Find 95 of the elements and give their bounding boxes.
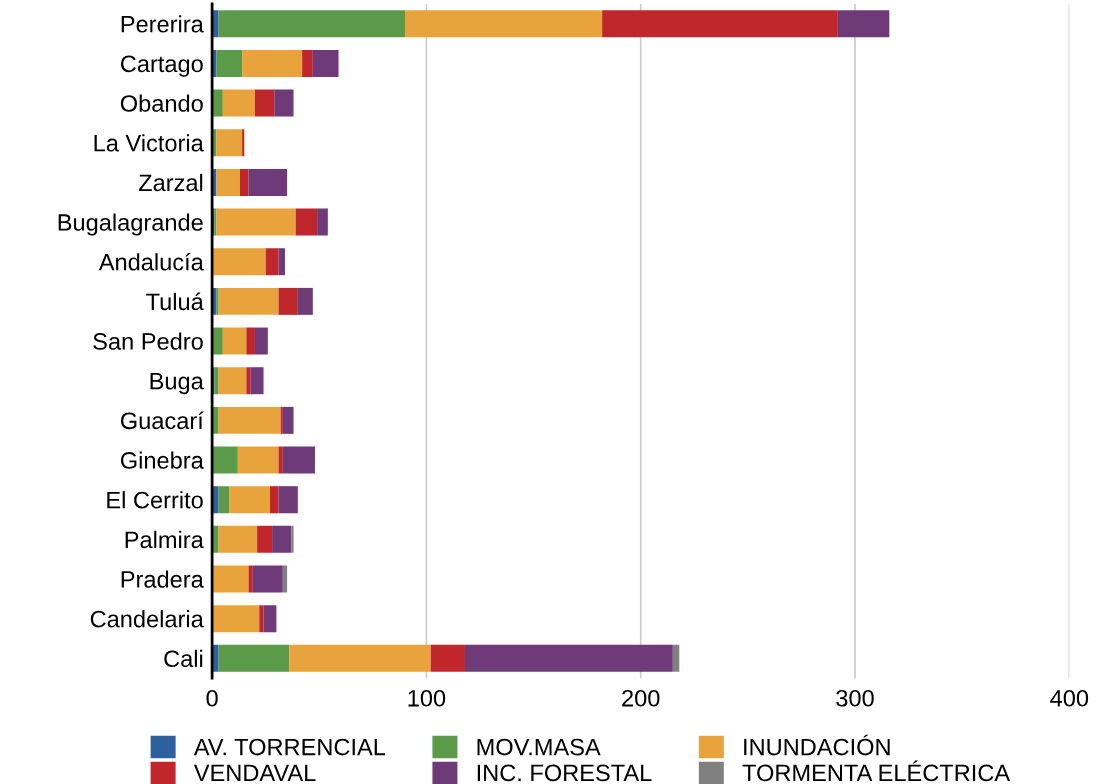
bar [404,10,603,38]
legend-label: TORMENTA ELÉCTRICA [742,760,1011,782]
y-tick-label: Obando [120,94,203,112]
bar [218,10,405,38]
legend-label: AV. TORRENCIAL [193,738,386,756]
bar [274,89,294,117]
bar [212,248,266,276]
bar [237,446,279,474]
bar [257,525,273,553]
x-tick-label: 200 [622,689,660,707]
y-tick-label: Zarzal [138,173,203,192]
bar [218,367,247,395]
bar [212,525,219,553]
bar [248,565,253,593]
bar [263,605,277,633]
bar [297,287,313,315]
bar [291,525,294,553]
bar [212,605,260,633]
bar [216,168,240,196]
bar [265,248,279,276]
bar [222,89,255,117]
bar [212,446,238,474]
y-tick-label: Guacarí [120,411,204,430]
bar [278,287,298,315]
y-tick-label: La Victoria [94,134,204,152]
bar [218,644,290,672]
bar [280,406,283,434]
y-tick-label: Ginebra [120,451,204,469]
bar [317,208,328,236]
bar [218,406,281,434]
bar [216,287,219,315]
bar [464,644,673,672]
y-tick-label: San Pedro [93,332,203,350]
bar [430,644,465,672]
bar [246,367,251,395]
bar [216,208,296,236]
bar [218,287,279,315]
bar [302,49,313,77]
bar [672,644,680,672]
y-tick-label: Cali [164,649,203,668]
bar [246,327,255,355]
x-tick-label: 300 [836,689,874,707]
bar [248,168,288,196]
bar [239,168,249,196]
bar [254,327,268,355]
legend-label: VENDAVAL [193,764,316,782]
bar [278,446,283,474]
legend-label: INUNDACIÓN [744,734,890,756]
bar [312,49,339,77]
x-tick-label: 400 [1050,689,1089,707]
y-tick-label: Andalucía [98,252,204,271]
bar [282,446,315,474]
bar [212,327,223,355]
y-tick-label: Palmira [125,530,204,549]
bar [282,565,288,593]
bar [222,327,247,355]
bar [602,10,838,38]
bar [212,486,219,514]
bar [214,367,219,395]
bar [212,89,223,117]
bar [282,406,294,434]
bar [278,486,298,514]
bar [212,565,249,593]
y-tick-label: Cartago [120,55,203,77]
bar [242,49,303,77]
bar [278,248,285,276]
bar [218,525,258,553]
y-tick-label: Tuluá [146,292,204,311]
y-tick-label: El Cerrito [107,491,203,509]
legend-label: INC. FORESTAL [477,764,652,782]
bar [242,129,245,157]
bar [216,129,243,157]
bar [212,406,219,434]
x-tick-label: 0 [206,689,218,707]
bar [212,10,219,38]
bar [837,10,890,38]
bar [295,208,318,236]
bar [250,367,264,395]
bar [252,565,283,593]
legend-label: MOV.MASA [477,738,601,756]
y-tick-label: Bugalagrande [58,213,203,236]
bar [254,89,275,117]
bar [272,525,292,553]
bar [218,486,230,514]
bar [289,644,431,672]
y-tick-label: Pererira [121,15,204,33]
bar [269,486,279,514]
bar [259,605,264,633]
y-tick-label: Pradera [121,570,204,588]
bar [212,644,219,672]
x-tick-label: 100 [408,689,446,707]
y-tick-label: Candelaria [90,610,204,628]
bar [216,49,243,77]
y-tick-label: Buga [150,373,204,395]
bar [229,486,270,514]
